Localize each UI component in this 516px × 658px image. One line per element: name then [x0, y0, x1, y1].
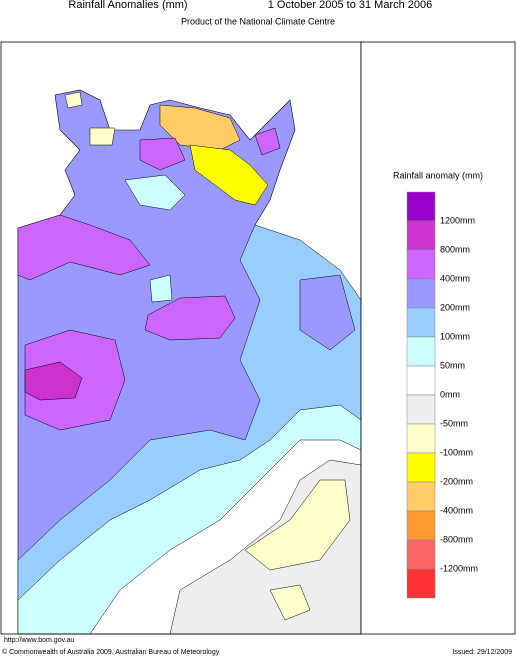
region: [189, 144, 269, 206]
legend-swatch: [406, 510, 436, 541]
legend-swatch: [406, 365, 436, 396]
region: [17, 214, 151, 281]
legend-label: 200mm: [440, 302, 470, 312]
legend-swatch: [406, 307, 436, 338]
legend-label: -800mm: [440, 534, 473, 544]
legend-label: 50mm: [440, 360, 465, 370]
period: 1 October 2005 to 31 March 2006: [268, 0, 433, 11]
legend-swatch: [406, 539, 436, 570]
region: [89, 127, 116, 146]
legend-swatch: [406, 336, 436, 367]
region: [144, 295, 236, 341]
legend-label: 800mm: [440, 244, 470, 254]
legend-swatch: [406, 452, 436, 483]
legend-swatch: [406, 220, 436, 251]
legend-swatch: [406, 481, 436, 512]
region: [244, 479, 351, 571]
region: [124, 174, 186, 211]
region: [269, 584, 311, 621]
legend-label: 400mm: [440, 273, 470, 283]
legend: 1200mm 800mm 400mm 200mm 100mm 50mm 0mm -50mm -1…: [406, 191, 478, 599]
legend-label: 1200mm: [440, 215, 475, 225]
legend-swatch: [406, 394, 436, 425]
map: [0, 41, 362, 635]
subtitle: Product of the National Climate Centre: [181, 16, 335, 26]
region: [64, 91, 83, 109]
legend-panel: [360, 41, 516, 635]
footer-issued: Issued: 29/12/2009: [452, 649, 512, 656]
legend-swatch: [406, 568, 436, 599]
legend-label: -100mm: [440, 447, 473, 457]
legend-label: -1200mm: [440, 563, 478, 573]
legend-swatch: [406, 278, 436, 309]
legend-label: -50mm: [440, 418, 468, 428]
legend-label: 0mm: [440, 389, 460, 399]
region: [299, 274, 356, 351]
region: [159, 104, 241, 151]
legend-swatch: [406, 423, 436, 454]
legend-title: Rainfall anomaly (mm): [393, 170, 483, 180]
region: [139, 137, 186, 171]
title: Rainfall Anomalies (mm): [68, 0, 187, 11]
region: [24, 361, 83, 401]
region: [149, 274, 173, 303]
region: [254, 127, 281, 156]
legend-label: -400mm: [440, 505, 473, 515]
legend-label: -200mm: [440, 476, 473, 486]
legend-label: 100mm: [440, 331, 470, 341]
legend-swatch: [406, 249, 436, 280]
legend-swatch: [406, 191, 436, 222]
footer-copyright: © Commonwealth of Australia 2009, Austra…: [2, 648, 220, 656]
footer-url: http://www.bom.gov.au: [4, 637, 74, 644]
